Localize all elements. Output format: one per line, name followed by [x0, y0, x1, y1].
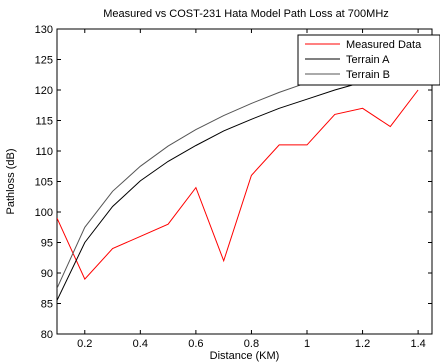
- y-tick-label: 105: [35, 177, 53, 189]
- x-tick-label: 0.8: [244, 338, 259, 350]
- x-tick-label: 0.6: [188, 338, 203, 350]
- y-tick-label: 95: [41, 238, 53, 250]
- legend-label: Terrain A: [346, 54, 390, 66]
- series-line-measured-data: [57, 89, 419, 280]
- y-tick-label: 85: [41, 299, 53, 311]
- chart-title: Measured vs COST-231 Hata Model Path Los…: [103, 8, 389, 20]
- y-tick-label: 115: [35, 116, 53, 128]
- y-tick-label: 130: [35, 24, 53, 36]
- y-tick-label: 80: [41, 329, 53, 341]
- legend: Measured Data Terrain A Terrain B: [297, 34, 440, 86]
- x-tick-label: 1.2: [355, 338, 370, 350]
- y-tick-label: 120: [35, 85, 53, 97]
- legend-box: [297, 34, 440, 86]
- y-tick-label: 100: [35, 207, 53, 219]
- axis-ticks: 0.2 0.4 0.6 0.8 1 1.2 1.4 80 85 90 95 100 105 110 115 1…: [35, 24, 432, 350]
- y-tick-label: 110: [35, 146, 53, 158]
- legend-label: Measured Data: [346, 39, 422, 51]
- legend-label: Terrain B: [346, 69, 390, 81]
- y-tick-label: 125: [35, 55, 53, 67]
- y-tick-label: 90: [41, 268, 53, 280]
- x-tick-label: 1.4: [410, 338, 425, 350]
- y-axis-label: Pathloss (dB): [5, 148, 17, 214]
- x-tick-label: 0.2: [77, 338, 92, 350]
- x-axis-label: Distance (KM): [210, 350, 280, 362]
- x-tick-label: 1: [304, 338, 310, 350]
- x-tick-label: 0.4: [133, 338, 148, 350]
